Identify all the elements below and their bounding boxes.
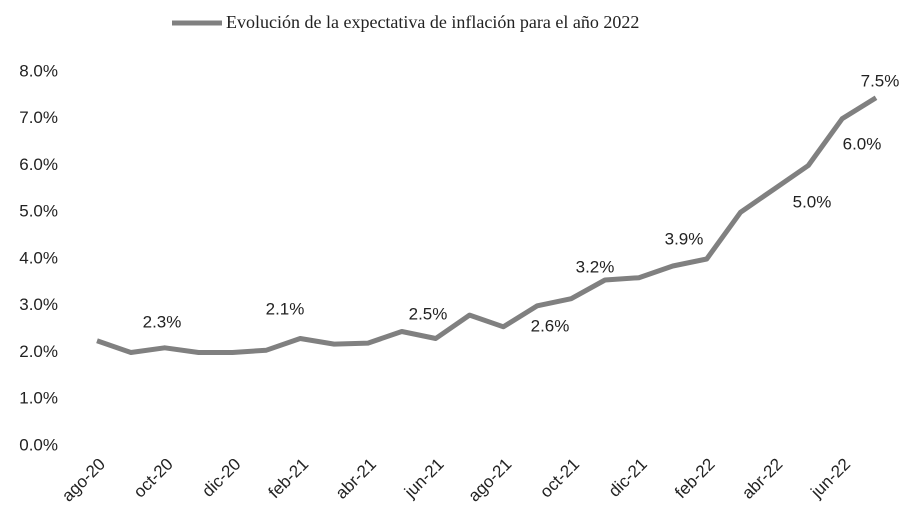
x-tick-label: oct-21: [536, 455, 583, 502]
y-tick-label: 6.0%: [19, 155, 58, 174]
x-tick-label: abr-21: [332, 455, 380, 503]
x-tick-label: feb-21: [265, 455, 313, 503]
y-tick-label: 3.0%: [19, 295, 58, 314]
x-tick-label: dic-20: [198, 455, 244, 501]
x-tick-label: dic-21: [605, 455, 651, 501]
annotation: 6.0%: [843, 134, 882, 153]
annotation: 3.2%: [576, 257, 615, 276]
annotation: 2.5%: [409, 304, 448, 323]
y-tick-label: 4.0%: [19, 248, 58, 267]
x-tick-label: ago-20: [58, 455, 109, 506]
annotation: 2.3%: [143, 312, 182, 331]
y-tick-label: 7.0%: [19, 108, 58, 127]
y-tick-label: 2.0%: [19, 342, 58, 361]
annotation: 7.5%: [861, 71, 900, 90]
annotation: 3.9%: [665, 229, 704, 248]
x-tick-label: oct-20: [130, 455, 177, 502]
y-tick-label: 5.0%: [19, 202, 58, 221]
annotation: 5.0%: [793, 192, 832, 211]
annotation: 2.1%: [266, 299, 305, 318]
x-tick-label: jun-22: [807, 455, 855, 503]
x-tick-label: jun-21: [400, 455, 448, 503]
y-tick-label: 1.0%: [19, 389, 58, 408]
y-tick-label: 0.0%: [19, 435, 58, 454]
legend-label: Evolución de la expectativa de inflación…: [226, 12, 639, 32]
annotation: 2.6%: [531, 316, 570, 335]
series-line: [96, 95, 878, 355]
x-tick-label: abr-22: [738, 455, 786, 503]
y-tick-label: 8.0%: [19, 61, 58, 80]
x-tick-label: feb-22: [671, 455, 719, 503]
x-tick-label: ago-21: [465, 455, 516, 506]
